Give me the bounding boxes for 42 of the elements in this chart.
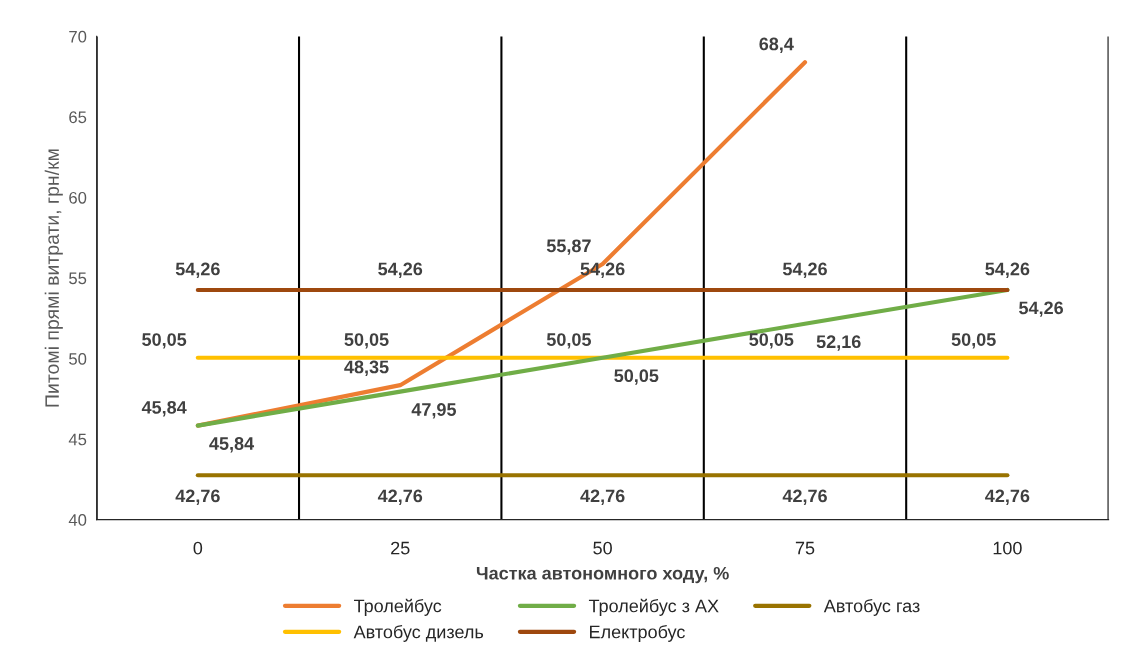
- data-label: 54,26: [378, 262, 423, 278]
- data-label: 50,05: [749, 333, 794, 349]
- y-axis-title: Питомі прямі витрати, грн/км: [44, 149, 63, 407]
- data-label: 45,84: [209, 437, 255, 453]
- x-tick-label: 50: [593, 541, 612, 555]
- x-tick-label: 100: [993, 541, 1022, 555]
- data-label: 42,76: [782, 489, 827, 505]
- data-label: 42,76: [175, 489, 220, 505]
- x-tick-label: 0: [193, 541, 203, 555]
- x-tick-label: 25: [391, 541, 410, 555]
- legend-label: Автобус дизель: [353, 624, 484, 642]
- y-tick-label: 65: [69, 111, 87, 124]
- data-label: 45,84: [141, 400, 187, 417]
- legend-label: Тролейбус: [354, 598, 442, 616]
- x-tick-label: 75: [795, 541, 815, 555]
- data-label: 50,05: [951, 333, 996, 349]
- y-tick-label: 45: [68, 433, 87, 446]
- y-tick-label: 40: [68, 514, 87, 526]
- y-tick-label: 60: [69, 191, 87, 204]
- data-label: 54,26: [1019, 301, 1064, 317]
- data-label: 48,35: [344, 360, 389, 376]
- data-label: 54,26: [175, 262, 220, 278]
- data-label: 68,4: [759, 37, 794, 53]
- data-label: 42,76: [985, 489, 1030, 505]
- y-tick-label: 55: [69, 272, 87, 285]
- x-axis-title: Частка автономного ходу, %: [476, 566, 729, 584]
- y-tick-label: 50: [69, 352, 87, 365]
- y-tick-label: 70: [69, 30, 87, 43]
- legend-label: Тролейбус з АХ: [588, 598, 719, 616]
- data-label: 50,05: [546, 333, 591, 349]
- data-label: 50,05: [344, 333, 389, 349]
- data-label: 42,76: [580, 489, 625, 505]
- legend-label: Автобус газ: [823, 598, 920, 616]
- data-label: 54,26: [985, 262, 1030, 278]
- data-label: 50,05: [614, 369, 659, 385]
- legend-label: Електробус: [590, 624, 685, 642]
- data-label: 52,16: [816, 335, 861, 351]
- data-label: 55,87: [546, 239, 591, 255]
- data-label: 54,26: [782, 262, 827, 278]
- data-label: 42,76: [377, 489, 423, 505]
- data-label: 47,95: [411, 403, 457, 419]
- data-label: 50,05: [142, 333, 187, 349]
